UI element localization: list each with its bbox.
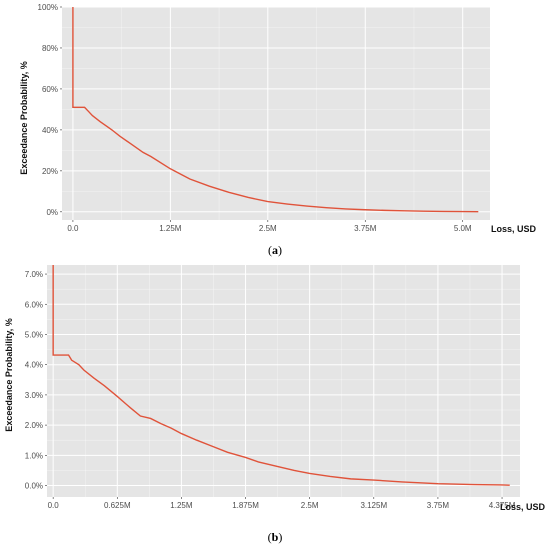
x-tick-label: 0.0 bbox=[67, 224, 79, 233]
x-tick-label: 5.0M bbox=[454, 224, 472, 233]
x-tick-label: 3.75M bbox=[354, 224, 377, 233]
x-tick-label: 0.625M bbox=[104, 501, 131, 510]
x-tick-label: 4.375M bbox=[489, 501, 516, 510]
caption-letter-a: a bbox=[272, 243, 278, 257]
caption-letter-b: b bbox=[272, 530, 279, 544]
x-axis-title-a: Loss, USD bbox=[491, 224, 537, 234]
y-tick-label: 40% bbox=[42, 126, 58, 135]
plot-panel-a bbox=[62, 7, 490, 220]
x-tick-label: 1.875M bbox=[232, 501, 259, 510]
x-tick-label: 2.5M bbox=[301, 501, 319, 510]
caption-a: (a) bbox=[268, 243, 282, 257]
x-tick-label: 1.25M bbox=[159, 224, 182, 233]
grid-b bbox=[47, 265, 520, 497]
chart-a: 0% 20% 40% 60% 80% 100% 0.0 1.25M 2.5M 3.75M 5.0M… bbox=[19, 3, 537, 257]
x-tick-labels-b: 0.0 0.625M 1.25M 1.875M 2.5M 3.125M 3.75M 4.375… bbox=[48, 497, 516, 510]
caption-b: (b) bbox=[268, 530, 283, 544]
y-tick-label: 0.0% bbox=[25, 482, 43, 491]
y-tick-label: 0% bbox=[46, 208, 58, 217]
y-tick-label: 80% bbox=[42, 44, 58, 53]
y-tick-labels-a: 0% 20% 40% 60% 80% 100% bbox=[38, 3, 62, 217]
y-tick-labels-b: 0.0% 1.0% 2.0% 3.0% 4.0% 5.0% 6.0% 7.0% bbox=[25, 270, 47, 491]
y-tick-label: 7.0% bbox=[25, 270, 43, 279]
y-tick-label: 2.0% bbox=[25, 421, 43, 430]
series-line-b bbox=[52, 265, 510, 486]
x-tick-label: 0.0 bbox=[48, 501, 60, 510]
y-tick-label: 6.0% bbox=[25, 300, 43, 309]
y-tick-label: 20% bbox=[42, 167, 58, 176]
y-axis-title-b: Exceedance Probability, % bbox=[4, 318, 14, 431]
x-tick-label: 2.5M bbox=[259, 224, 277, 233]
chart-b: 0.0% 1.0% 2.0% 3.0% 4.0% 5.0% 6.0% 7.0% 0.0 0.62… bbox=[4, 265, 546, 544]
y-axis-title-a: Exceedance Probability, % bbox=[19, 61, 29, 174]
y-tick-label: 5.0% bbox=[25, 330, 43, 339]
y-tick-label: 3.0% bbox=[25, 391, 43, 400]
y-tick-label: 100% bbox=[38, 3, 58, 12]
x-tick-label: 3.75M bbox=[427, 501, 450, 510]
y-tick-label: 60% bbox=[42, 85, 58, 94]
y-tick-label: 1.0% bbox=[25, 451, 43, 460]
x-tick-label: 1.25M bbox=[170, 501, 193, 510]
x-tick-labels-a: 0.0 1.25M 2.5M 3.75M 5.0M bbox=[67, 220, 472, 233]
y-tick-label: 4.0% bbox=[25, 361, 43, 370]
x-tick-label: 3.125M bbox=[360, 501, 387, 510]
plot-panel-b bbox=[47, 265, 520, 497]
series-line-a bbox=[72, 7, 479, 213]
x-axis-title-b: Loss, USD bbox=[500, 502, 546, 512]
